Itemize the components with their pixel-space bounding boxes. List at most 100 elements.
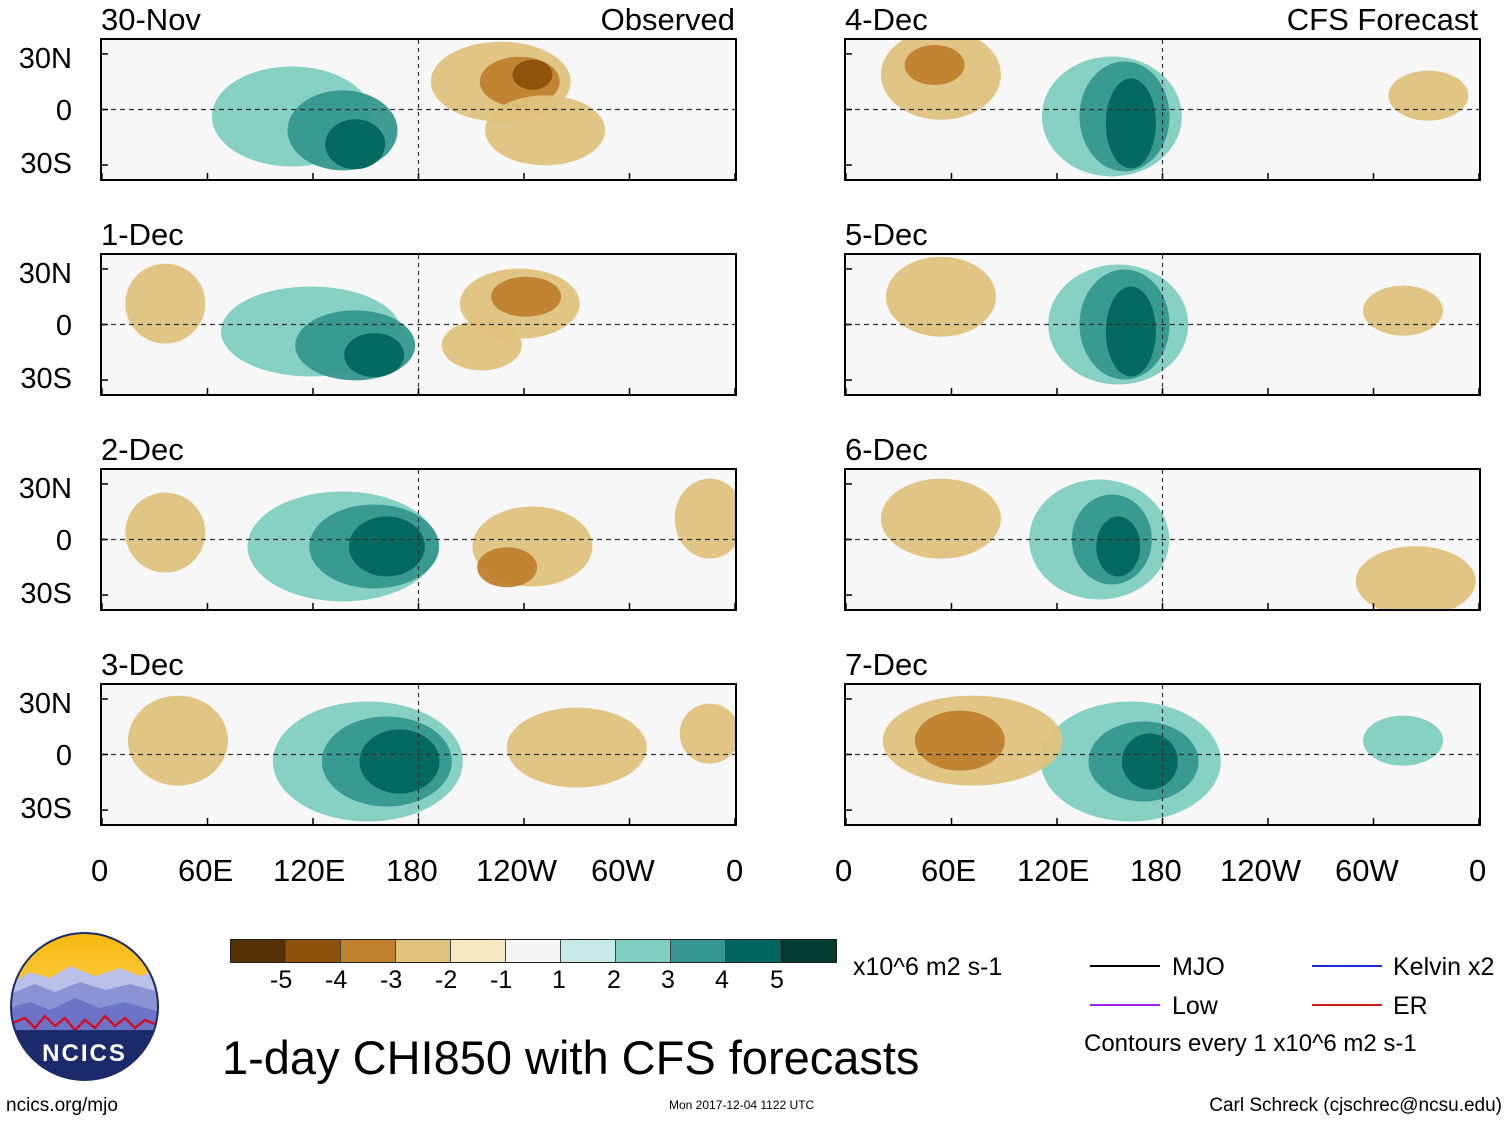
anomaly-region [477, 547, 538, 588]
anomaly-region [1355, 546, 1476, 609]
footer-url[interactable]: ncics.org/mjo [6, 1095, 118, 1116]
colorbar-cell [615, 939, 671, 963]
anomaly-region [359, 729, 440, 794]
lat-label-eq: 0 [55, 95, 72, 127]
map-panel-4dec [844, 38, 1481, 181]
lon-label-0: 0 [726, 853, 744, 888]
panel-date-2dec: 2-Dec [101, 432, 184, 467]
legend-label-kelvin: Kelvin x2 [1393, 953, 1495, 981]
anomaly-region [1096, 516, 1141, 577]
lon-label-60e: 60E [921, 853, 977, 888]
map-panel-3dec [100, 683, 737, 826]
colorbar-cell [670, 939, 726, 963]
panel-date-1dec: 1-Dec [101, 217, 184, 252]
colorbar-label: 4 [715, 966, 729, 994]
lon-label-120e: 120E [1017, 853, 1090, 888]
panel-date-6dec: 6-Dec [845, 432, 928, 467]
panel-kind-observed: Observed [600, 2, 735, 37]
anomaly-region [127, 695, 228, 786]
colorbar-label: 1 [552, 966, 566, 994]
lat-label-30s: 30S [20, 578, 72, 610]
lon-label-60w: 60W [1335, 853, 1399, 888]
anomaly-region [485, 95, 606, 166]
map-field [102, 40, 735, 179]
lat-label-eq: 0 [55, 525, 72, 557]
panel-date-7dec: 7-Dec [845, 647, 928, 682]
anomaly-region [1363, 285, 1444, 336]
lon-label-60e: 60E [178, 853, 234, 888]
colorbar-cell [560, 939, 616, 963]
lat-label-eq: 0 [55, 740, 72, 772]
legend-label-mjo: MJO [1172, 953, 1225, 981]
colorbar-label: 3 [661, 966, 675, 994]
map-panel-5dec [844, 253, 1481, 396]
map-field [102, 685, 735, 824]
map-panel-2dec [100, 468, 737, 611]
legend-line-er [1312, 1004, 1382, 1006]
lon-label-180: 180 [1130, 853, 1182, 888]
lon-label-0: 0 [835, 853, 853, 888]
lon-label-60w: 60W [591, 853, 655, 888]
colorbar-cell [780, 939, 837, 963]
lon-label-120e: 120E [273, 853, 346, 888]
anomaly-region [1121, 733, 1178, 790]
lat-label-30s: 30S [20, 148, 72, 180]
lat-label-30n: 30N [18, 688, 72, 720]
legend-label-er: ER [1393, 992, 1428, 1020]
panel-kind-forecast: CFS Forecast [1286, 2, 1478, 37]
map-field [102, 255, 735, 394]
anomaly-region [348, 516, 425, 577]
colorbar-cell [395, 939, 451, 963]
map-panel-30nov [100, 38, 737, 181]
colorbar-label: -5 [270, 966, 293, 994]
map-panel-6dec [844, 468, 1481, 611]
anomaly-region [1363, 715, 1444, 766]
anomaly-region [491, 276, 562, 317]
anomaly-region [674, 478, 735, 559]
map-panel-7dec [844, 683, 1481, 826]
colorbar-units: x10^6 m2 s-1 [853, 953, 1003, 981]
lat-label-30n: 30N [18, 258, 72, 290]
anomaly-region [441, 320, 522, 371]
colorbar-cell [505, 939, 561, 963]
anomaly-region [880, 478, 1001, 559]
lon-label-0: 0 [91, 853, 109, 888]
lon-label-180: 180 [386, 853, 438, 888]
anomaly-region [885, 256, 996, 337]
anomaly-region [1105, 78, 1156, 169]
anomaly-region [1388, 70, 1469, 121]
legend-line-mjo [1090, 965, 1160, 967]
colorbar-label: -1 [490, 966, 513, 994]
panel-date-30nov: 30-Nov [101, 2, 201, 37]
lat-label-30s: 30S [20, 793, 72, 825]
map-field [846, 470, 1479, 609]
footer-credit: Carl Schreck (cjschrec@ncsu.edu) [1209, 1095, 1502, 1116]
anomaly-region [506, 707, 647, 788]
map-field [846, 40, 1479, 179]
colorbar-cell [450, 939, 506, 963]
anomaly-region [679, 703, 735, 764]
map-field [846, 685, 1479, 824]
lon-label-120w: 120W [1220, 853, 1301, 888]
lon-label-0: 0 [1469, 853, 1487, 888]
map-field [102, 470, 735, 609]
colorbar-label: -2 [435, 966, 458, 994]
anomaly-region [1105, 286, 1156, 377]
panel-date-4dec: 4-Dec [845, 2, 928, 37]
ncics-logo: NCICS [10, 932, 159, 1081]
colorbar-cell [230, 939, 286, 963]
lat-label-30n: 30N [18, 473, 72, 505]
figure-title: 1-day CHI850 with CFS forecasts [222, 1031, 920, 1084]
colorbar-cell [340, 939, 396, 963]
colorbar-label: 2 [607, 966, 621, 994]
anomaly-region [125, 492, 206, 573]
legend-note: Contours every 1 x10^6 m2 s-1 [1084, 1030, 1417, 1057]
anomaly-region [904, 45, 965, 86]
colorbar-cell [725, 939, 781, 963]
anomaly-region [325, 119, 386, 170]
panel-date-5dec: 5-Dec [845, 217, 928, 252]
legend-line-kelvin [1312, 965, 1382, 967]
colorbar-label: -3 [380, 966, 403, 994]
lon-label-120w: 120W [476, 853, 557, 888]
footer-timestamp: Mon 2017-12-04 1122 UTC [669, 1098, 815, 1112]
